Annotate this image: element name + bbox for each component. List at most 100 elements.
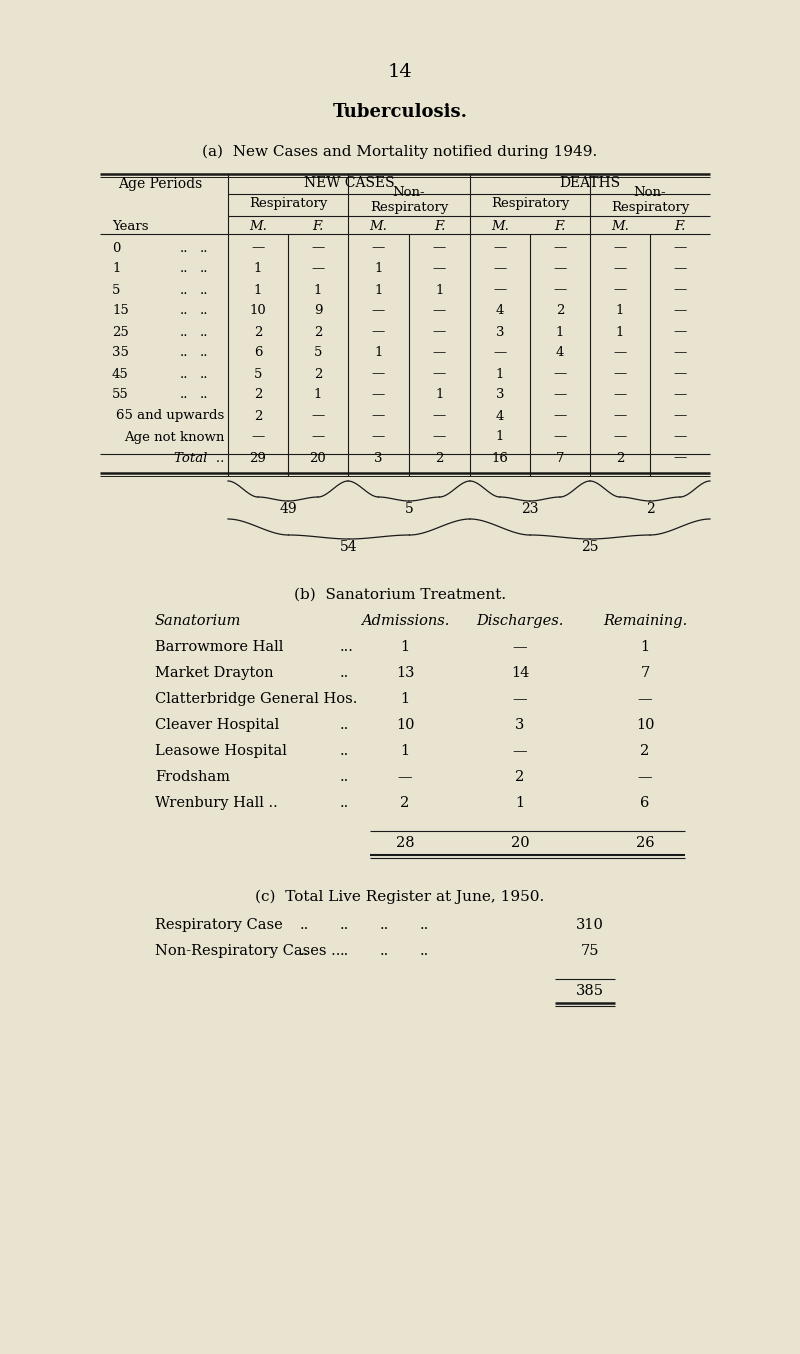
Text: 7: 7 — [556, 451, 564, 464]
Text: 1: 1 — [314, 389, 322, 402]
Text: M.: M. — [249, 219, 267, 233]
Text: ..: .. — [340, 666, 350, 680]
Text: —: — — [372, 305, 385, 317]
Text: ..: .. — [180, 263, 189, 275]
Text: 29: 29 — [250, 451, 266, 464]
Text: —: — — [372, 241, 385, 255]
Text: 3: 3 — [496, 325, 504, 338]
Text: 13: 13 — [396, 666, 414, 680]
Text: Discharges.: Discharges. — [476, 613, 564, 628]
Text: 1: 1 — [254, 283, 262, 297]
Text: M.: M. — [611, 219, 629, 233]
Text: ..: .. — [200, 283, 209, 297]
Text: —: — — [638, 692, 652, 705]
Text: Cleaver Hospital: Cleaver Hospital — [155, 718, 279, 733]
Text: 1: 1 — [435, 389, 444, 402]
Text: 6: 6 — [254, 347, 262, 360]
Text: 2: 2 — [254, 409, 262, 422]
Text: ..: .. — [200, 305, 209, 317]
Text: —: — — [554, 263, 566, 275]
Text: —: — — [614, 241, 626, 255]
Text: 1: 1 — [641, 640, 650, 654]
Text: —: — — [494, 347, 506, 360]
Text: 9: 9 — [314, 305, 322, 317]
Text: 6: 6 — [640, 796, 650, 810]
Text: ..: .. — [180, 305, 189, 317]
Text: —: — — [554, 241, 566, 255]
Text: —: — — [554, 389, 566, 402]
Text: (c)  Total Live Register at June, 1950.: (c) Total Live Register at June, 1950. — [255, 890, 545, 904]
Text: 385: 385 — [576, 984, 604, 998]
Text: 1: 1 — [401, 743, 410, 758]
Text: —: — — [674, 283, 686, 297]
Text: 2: 2 — [556, 305, 564, 317]
Text: 75: 75 — [581, 944, 599, 959]
Text: 2: 2 — [314, 325, 322, 338]
Text: 2: 2 — [254, 389, 262, 402]
Text: Market Drayton: Market Drayton — [155, 666, 274, 680]
Text: ..: .. — [380, 918, 390, 932]
Text: 25: 25 — [112, 325, 129, 338]
Text: 5: 5 — [405, 502, 414, 516]
Text: M.: M. — [491, 219, 509, 233]
Text: —: — — [614, 347, 626, 360]
Text: ..: .. — [340, 770, 350, 784]
Text: ..: .. — [340, 796, 350, 810]
Text: 3: 3 — [374, 451, 382, 464]
Text: 1: 1 — [112, 263, 120, 275]
Text: —: — — [614, 367, 626, 380]
Text: 35: 35 — [112, 347, 129, 360]
Text: —: — — [311, 263, 325, 275]
Text: 4: 4 — [496, 409, 504, 422]
Text: 45: 45 — [112, 367, 129, 380]
Text: —: — — [251, 431, 265, 444]
Text: —: — — [674, 347, 686, 360]
Text: 7: 7 — [640, 666, 650, 680]
Text: —: — — [398, 770, 412, 784]
Text: Admissions.: Admissions. — [361, 613, 449, 628]
Text: —: — — [433, 431, 446, 444]
Text: 55: 55 — [112, 389, 129, 402]
Text: F.: F. — [674, 219, 686, 233]
Text: Non-
Respiratory: Non- Respiratory — [611, 185, 689, 214]
Text: —: — — [433, 367, 446, 380]
Text: 16: 16 — [491, 451, 509, 464]
Text: ..: .. — [200, 389, 209, 402]
Text: 15: 15 — [112, 305, 129, 317]
Text: DEATHS: DEATHS — [559, 176, 621, 190]
Text: 1: 1 — [374, 347, 382, 360]
Text: —: — — [372, 409, 385, 422]
Text: 1: 1 — [556, 325, 564, 338]
Text: Remaining.: Remaining. — [603, 613, 687, 628]
Text: —: — — [554, 431, 566, 444]
Text: 2: 2 — [400, 796, 410, 810]
Text: Years: Years — [112, 221, 149, 233]
Text: 1: 1 — [435, 283, 444, 297]
Text: ..: .. — [340, 718, 350, 733]
Text: ..: .. — [200, 347, 209, 360]
Text: 1: 1 — [616, 305, 624, 317]
Text: Barrowmore Hall: Barrowmore Hall — [155, 640, 283, 654]
Text: 1: 1 — [374, 283, 382, 297]
Text: ..: .. — [340, 743, 350, 758]
Text: 20: 20 — [510, 835, 530, 850]
Text: ..: .. — [200, 367, 209, 380]
Text: —: — — [674, 263, 686, 275]
Text: —: — — [433, 241, 446, 255]
Text: —: — — [674, 367, 686, 380]
Text: 65 and upwards: 65 and upwards — [116, 409, 224, 422]
Text: —: — — [614, 431, 626, 444]
Text: Respiratory Case: Respiratory Case — [155, 918, 282, 932]
Text: 2: 2 — [515, 770, 525, 784]
Text: 14: 14 — [388, 64, 412, 81]
Text: —: — — [674, 451, 686, 464]
Text: —: — — [433, 409, 446, 422]
Text: —: — — [674, 409, 686, 422]
Text: ..: .. — [180, 241, 189, 255]
Text: —: — — [674, 305, 686, 317]
Text: 5: 5 — [254, 367, 262, 380]
Text: 2: 2 — [646, 502, 654, 516]
Text: 49: 49 — [279, 502, 297, 516]
Text: Non-Respiratory Cases ..: Non-Respiratory Cases .. — [155, 944, 340, 959]
Text: —: — — [614, 263, 626, 275]
